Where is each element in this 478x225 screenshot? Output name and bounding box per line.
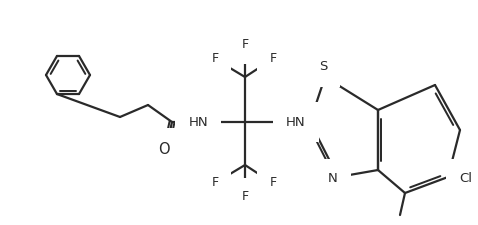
Text: F: F — [211, 52, 218, 65]
Text: F: F — [241, 191, 249, 203]
Text: F: F — [270, 176, 277, 189]
Text: F: F — [241, 38, 249, 52]
Text: HN: HN — [188, 115, 208, 128]
Text: O: O — [158, 142, 170, 158]
Text: F: F — [211, 176, 218, 189]
Text: N: N — [328, 173, 338, 185]
Text: F: F — [270, 52, 277, 65]
Text: Cl: Cl — [459, 173, 472, 185]
Text: S: S — [319, 61, 327, 74]
Text: HN: HN — [286, 115, 305, 128]
